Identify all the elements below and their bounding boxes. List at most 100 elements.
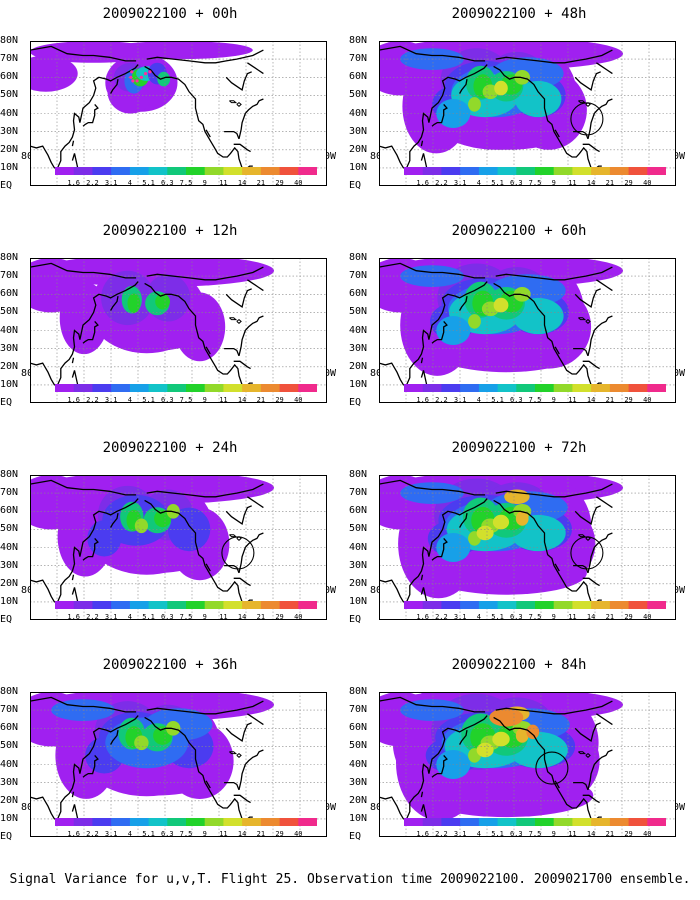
coastline: [587, 532, 613, 574]
colorbar-label: 7.5: [179, 179, 193, 187]
colorbar-label: 7.5: [528, 830, 542, 838]
map-frame: [30, 475, 327, 620]
lat-tick-label: 40N: [0, 541, 19, 553]
colorbar-swatch: [478, 601, 499, 609]
target-circle: [535, 751, 569, 785]
variance-contour: [155, 293, 170, 310]
lat-tick-label: 40N: [0, 758, 19, 770]
colorbar: [55, 384, 317, 392]
map-panel: 2009022100 + 84h 80N 70N 60N 50N 40N 30N 20N 10N…: [349, 657, 689, 872]
colorbar-swatch: [298, 384, 317, 392]
variance-map: [379, 475, 676, 620]
colorbar-swatch: [516, 601, 536, 609]
coastline: [30, 479, 137, 496]
lat-tick-label: 70N: [349, 704, 368, 716]
colorbar-label: 9: [551, 613, 556, 621]
map-frame: [30, 41, 327, 186]
variance-contour: [492, 731, 510, 747]
lat-tick-label: 20N: [0, 794, 19, 806]
figure-caption: Signal Variance for u,v,T. Flight 25. Ob…: [9, 872, 691, 887]
colorbar-swatch: [129, 167, 150, 175]
colorbar-swatch: [422, 384, 442, 392]
colorbar-swatch: [242, 384, 262, 392]
colorbar-swatch: [516, 818, 536, 826]
coastline: [431, 754, 448, 778]
colorbar-swatch: [628, 601, 648, 609]
lake-outline: [578, 751, 587, 755]
lake-outline: [229, 100, 238, 104]
coastline: [493, 282, 602, 388]
coastline: [238, 532, 264, 574]
colorbar-swatch: [223, 167, 243, 175]
colorbar-swatch: [55, 384, 75, 392]
colorbar-label: 14: [237, 179, 247, 187]
colorbar-swatch: [279, 167, 299, 175]
coastline: [379, 281, 488, 386]
lat-tick-label: 30N: [349, 776, 368, 788]
lat-tick-label: 30N: [0, 342, 19, 354]
lat-tick-label: 40N: [349, 541, 368, 553]
observation-dot: [144, 72, 148, 76]
colorbar-label: 29: [624, 613, 633, 621]
colorbar-swatch: [553, 167, 573, 175]
colorbar-swatch: [572, 167, 592, 175]
colorbar-swatch: [404, 818, 424, 826]
map-frame: [379, 692, 676, 837]
coastline: [495, 483, 613, 498]
colorbar-label: 7.5: [528, 613, 542, 621]
lat-tick-label: 20N: [349, 794, 368, 806]
lat-tick-label: 40N: [349, 324, 368, 336]
coastline: [495, 266, 613, 281]
colorbar-swatch: [186, 384, 206, 392]
coastline: [587, 315, 613, 357]
variance-contour: [468, 97, 481, 112]
lat-tick-label: 40N: [349, 107, 368, 119]
colorbar-swatch: [497, 167, 517, 175]
map-panel: 2009022100 + 12h 80N 70N 60N 50N 40N 30N 20N 10N…: [0, 223, 340, 438]
colorbar: [55, 167, 317, 175]
colorbar-swatch: [591, 384, 611, 392]
coastline: [225, 71, 252, 91]
coastline: [431, 320, 448, 344]
colorbar-label: 40: [294, 396, 303, 404]
colorbar-label: 1.6: [67, 179, 81, 187]
lat-tick-label: EQ: [0, 397, 13, 408]
lat-tick-label: 50N: [349, 740, 368, 752]
colorbar-label: 1.6: [416, 179, 430, 187]
lon-tick-label: 60W: [317, 802, 337, 813]
coastline: [582, 143, 600, 153]
coastline: [205, 780, 211, 789]
lat-tick-label: 50N: [349, 306, 368, 318]
coastline: [224, 347, 240, 357]
colorbar-label: 40: [294, 179, 303, 187]
colorbar-label: 6.3: [509, 830, 523, 838]
colorbar-swatch: [535, 818, 555, 826]
colorbar-swatch: [167, 818, 187, 826]
lat-tick-label: 20N: [349, 577, 368, 589]
colorbar-label: 14: [237, 830, 247, 838]
colorbar-label: 7.5: [179, 613, 193, 621]
map-frame: [30, 692, 327, 837]
coastline: [30, 498, 139, 603]
lat-tick-label: 20N: [0, 143, 19, 155]
lat-tick-label: 10N: [349, 595, 368, 607]
colorbar-label: 40: [643, 396, 652, 404]
variance-contour: [419, 773, 594, 818]
colorbar-swatch: [148, 818, 168, 826]
variance-contour: [157, 71, 171, 87]
lat-tick-label: 60N: [0, 71, 19, 83]
lat-tick-label: 70N: [349, 487, 368, 499]
coastline: [379, 262, 486, 279]
colorbar-swatch: [441, 167, 461, 175]
colorbar-swatch: [279, 818, 299, 826]
lat-tick-label: 80N: [0, 686, 19, 697]
colorbar-label: 6.3: [160, 830, 174, 838]
colorbar-label: 4: [476, 613, 481, 621]
colorbar-label: 29: [275, 830, 284, 838]
coastline: [587, 749, 613, 791]
colorbar-swatch: [223, 384, 243, 392]
variance-contour: [127, 293, 141, 314]
lat-tick-label: 40N: [349, 758, 368, 770]
variance-map: [30, 258, 327, 403]
coastline: [596, 713, 613, 726]
